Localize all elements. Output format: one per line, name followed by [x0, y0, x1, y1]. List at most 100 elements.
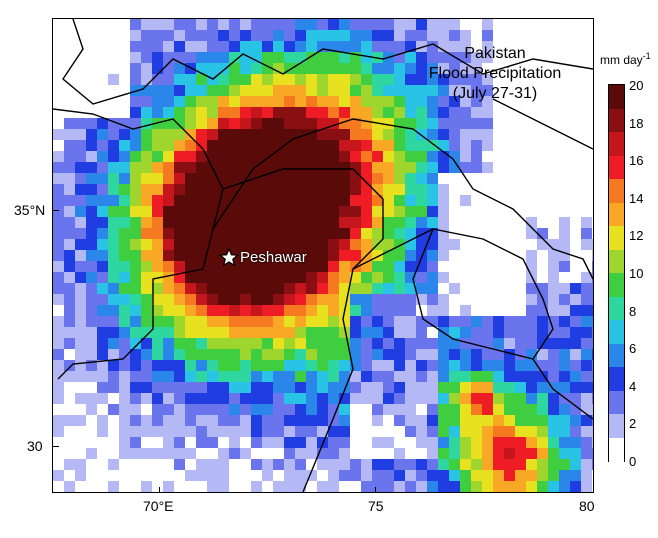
- precip-cell: [515, 437, 526, 448]
- precip-cell: [416, 41, 427, 52]
- precip-cell: [581, 217, 592, 228]
- precip-cell: [394, 382, 405, 393]
- precip-cell: [218, 470, 229, 481]
- precip-cell: [163, 184, 174, 195]
- precip-cell: [251, 107, 262, 118]
- precip-cell: [306, 107, 317, 118]
- precip-cell: [592, 360, 593, 371]
- precip-cell: [570, 283, 581, 294]
- precip-cell: [350, 162, 361, 173]
- precip-cell: [383, 415, 394, 426]
- precip-cell: [240, 206, 251, 217]
- precip-cell: [185, 382, 196, 393]
- precip-cell: [141, 162, 152, 173]
- precip-cell: [438, 371, 449, 382]
- precip-cell: [350, 294, 361, 305]
- precip-cell: [163, 470, 174, 481]
- precip-cell: [240, 228, 251, 239]
- precip-cell: [251, 184, 262, 195]
- precip-cell: [460, 327, 471, 338]
- precip-cell: [317, 360, 328, 371]
- precip-cell: [383, 360, 394, 371]
- precip-cell: [482, 30, 493, 41]
- precip-cell: [174, 338, 185, 349]
- precip-cell: [295, 448, 306, 459]
- precip-cell: [383, 63, 394, 74]
- precip-cell: [295, 206, 306, 217]
- precip-cell: [207, 217, 218, 228]
- precip-cell: [251, 448, 262, 459]
- precip-cell: [240, 184, 251, 195]
- precip-cell: [526, 294, 537, 305]
- precip-cell: [350, 349, 361, 360]
- precip-cell: [383, 470, 394, 481]
- precip-cell: [152, 19, 163, 30]
- precip-cell: [339, 316, 350, 327]
- precip-cell: [174, 162, 185, 173]
- precip-cell: [438, 195, 449, 206]
- precip-cell: [174, 74, 185, 85]
- precip-cell: [64, 382, 75, 393]
- precip-cell: [361, 63, 372, 74]
- precip-cell: [273, 195, 284, 206]
- precip-cell: [163, 382, 174, 393]
- precip-cell: [361, 30, 372, 41]
- precip-cell: [196, 30, 207, 41]
- precip-cell: [493, 371, 504, 382]
- precip-cell: [295, 85, 306, 96]
- precip-cell: [328, 305, 339, 316]
- precip-cell: [460, 470, 471, 481]
- precip-cell: [317, 85, 328, 96]
- precip-cell: [471, 151, 482, 162]
- precip-cell: [427, 195, 438, 206]
- precip-cell: [284, 151, 295, 162]
- precip-cell: [240, 217, 251, 228]
- precip-cell: [537, 272, 548, 283]
- precip-cell: [493, 470, 504, 481]
- precip-cell: [218, 85, 229, 96]
- precip-cell: [482, 162, 493, 173]
- precip-cell: [119, 151, 130, 162]
- precip-cell: [119, 349, 130, 360]
- precip-cell: [251, 316, 262, 327]
- precip-cell: [229, 162, 240, 173]
- precip-cell: [86, 151, 97, 162]
- precip-cell: [262, 294, 273, 305]
- precip-cell: [361, 173, 372, 184]
- precip-cell: [504, 448, 515, 459]
- precip-cell: [273, 305, 284, 316]
- precip-cell: [240, 151, 251, 162]
- precip-cell: [592, 349, 593, 360]
- precip-cell: [240, 426, 251, 437]
- precip-cell: [196, 151, 207, 162]
- precip-cell: [438, 415, 449, 426]
- precip-cell: [592, 305, 593, 316]
- precip-cell: [416, 250, 427, 261]
- precip-cell: [394, 63, 405, 74]
- precip-cell: [207, 437, 218, 448]
- precip-cell: [394, 118, 405, 129]
- precip-cell: [130, 151, 141, 162]
- precip-cell: [141, 250, 152, 261]
- precip-cell: [174, 30, 185, 41]
- precip-cell: [229, 118, 240, 129]
- precip-cell: [240, 129, 251, 140]
- precip-cell: [592, 470, 593, 481]
- precip-cell: [559, 415, 570, 426]
- precip-cell: [482, 52, 493, 63]
- precip-cell: [471, 63, 482, 74]
- precip-cell: [361, 393, 372, 404]
- precip-cell: [251, 261, 262, 272]
- precip-cell: [218, 118, 229, 129]
- precip-cell: [559, 382, 570, 393]
- precip-cell: [449, 107, 460, 118]
- precip-cell: [361, 206, 372, 217]
- precip-cell: [64, 129, 75, 140]
- precip-cell: [427, 338, 438, 349]
- precip-cell: [581, 250, 592, 261]
- precip-cell: [581, 305, 592, 316]
- precip-cell: [284, 294, 295, 305]
- precip-cell: [262, 74, 273, 85]
- precip-cell: [350, 470, 361, 481]
- precip-cell: [394, 437, 405, 448]
